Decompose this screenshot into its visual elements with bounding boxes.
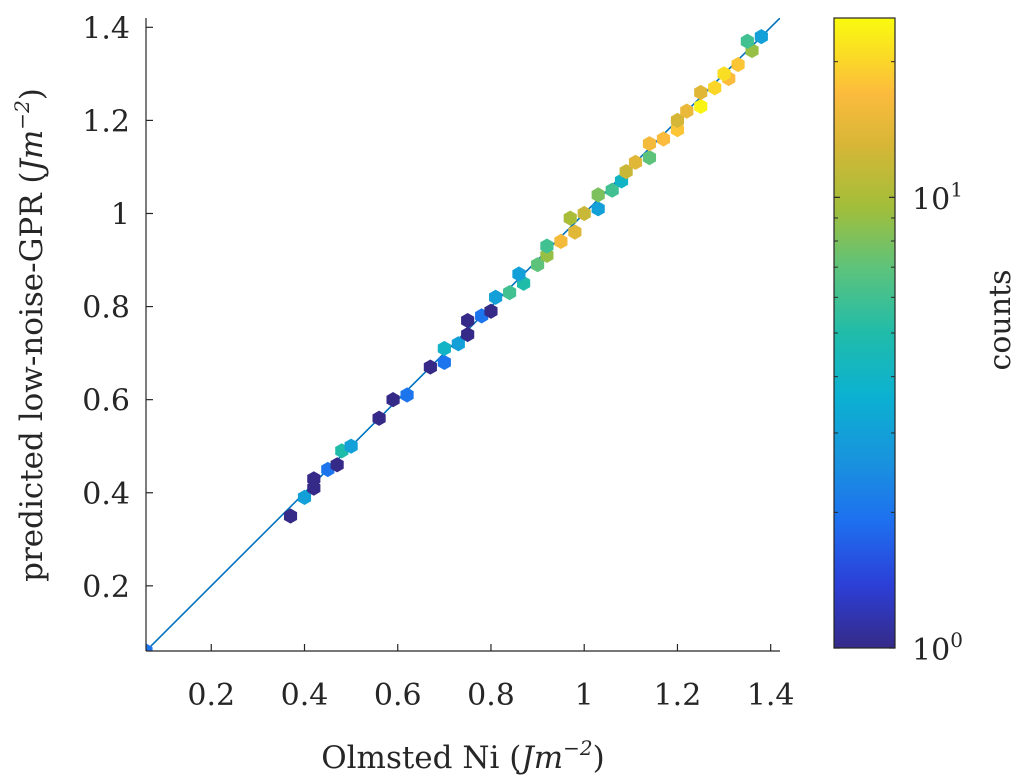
colorbar-tick-label: 101 (912, 177, 963, 217)
hex-bin-6 (330, 457, 344, 473)
y-tick-label: 1.4 (82, 11, 130, 46)
x-ticks: 0.2 0.4 0.6 0.8 1 1.2 1.4 (187, 644, 795, 713)
hex-bin-24 (531, 257, 545, 273)
y-tick-label: 0.8 (82, 291, 130, 326)
hex-bin-9 (372, 410, 386, 426)
hex-bin-14 (437, 340, 451, 357)
x-tick-label: 0.4 (281, 678, 329, 713)
hex-bin-37 (642, 150, 657, 166)
hex-bin-10 (386, 392, 400, 408)
hex-bin-32 (591, 187, 605, 203)
hex-bin-21 (503, 285, 517, 301)
hex-bin-4 (307, 471, 321, 487)
hex-bin-23 (512, 266, 526, 282)
hex-bin-41 (670, 112, 685, 128)
plot-area (146, 18, 780, 651)
hex-bin-8 (344, 438, 358, 454)
x-axis-label: Olmsted Ni (Jm−2) (321, 736, 605, 776)
hex-bin-29 (563, 210, 577, 226)
hex-bin-42 (680, 103, 694, 119)
hex-bin-45 (708, 80, 722, 96)
y-tick-label: 0.6 (82, 384, 130, 419)
axes (145, 18, 780, 652)
colorbar-ticks: 100 101 (834, 61, 963, 668)
hex-bin-12 (423, 359, 437, 375)
hex-bin-39 (656, 131, 671, 147)
y-axis-label: predicted low-noise-GPR (Jm−2) (10, 88, 50, 582)
hex-bin-13 (437, 354, 451, 371)
hex-bin-44 (694, 84, 708, 101)
x-tick-label: 1 (575, 678, 594, 713)
hex-bin-17 (461, 312, 475, 329)
colorbar: 100 101 counts (833, 17, 1018, 668)
y-tick-label: 1 (111, 197, 130, 232)
hex-bin-50 (740, 33, 754, 49)
hex-bins (146, 29, 768, 651)
x-tick-label: 1.4 (747, 678, 795, 713)
hex-bin-51 (754, 29, 768, 45)
hex-bin-28 (568, 224, 582, 240)
y-tick-label: 0.2 (82, 570, 130, 605)
hex-bin-33 (605, 182, 619, 198)
hex-bin-15 (451, 336, 465, 352)
hex-bin-48 (731, 56, 745, 73)
hex-bin-20 (489, 289, 503, 305)
x-tick-label: 0.2 (187, 678, 235, 713)
colorbar-label: counts (983, 270, 1018, 371)
y-tick-label: 1.2 (82, 104, 130, 139)
x-tick-label: 1.2 (654, 678, 702, 713)
hex-bin-38 (642, 136, 657, 152)
hex-bin-0 (146, 643, 153, 651)
hex-bin-36 (628, 154, 643, 170)
hex-bin-30 (577, 205, 591, 222)
hex-bin-27 (554, 233, 568, 250)
hex-bin-2 (297, 489, 312, 505)
y-ticks: 0.2 0.4 0.6 0.8 1 1.2 1.4 (82, 11, 153, 605)
hex-bin-16 (461, 326, 475, 343)
hex-bin-47 (717, 66, 731, 82)
colorbar-gradient (833, 17, 896, 649)
hex-bin-26 (540, 238, 554, 254)
hex-bin-35 (619, 164, 633, 180)
x-tick-label: 0.8 (467, 678, 515, 713)
hex-bin-19 (484, 303, 498, 319)
hex-bin-31 (591, 201, 605, 217)
y-tick-label: 0.4 (82, 477, 130, 512)
colorbar-tick-label: 100 (912, 628, 963, 668)
hex-bin-1 (283, 508, 298, 524)
hex-bin-11 (400, 387, 414, 403)
hex-bin-43 (694, 98, 708, 115)
x-tick-label: 0.6 (374, 678, 422, 713)
